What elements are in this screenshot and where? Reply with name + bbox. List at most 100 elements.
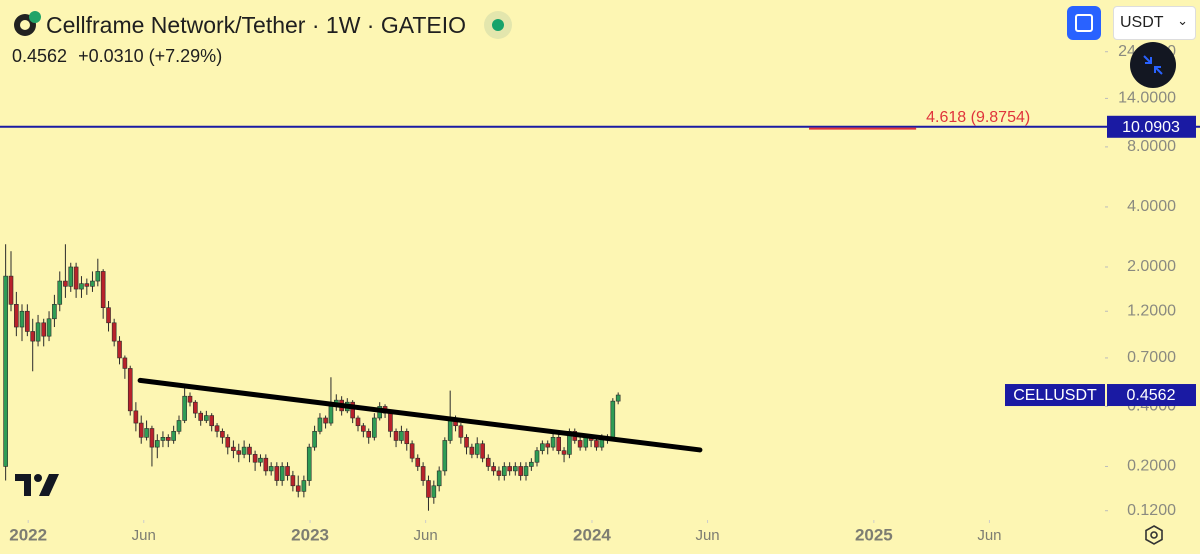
- candle-body: [149, 428, 155, 448]
- candle: [393, 428, 399, 448]
- candle-body: [545, 443, 551, 448]
- candle-body: [355, 417, 361, 427]
- candle-body: [561, 450, 567, 455]
- candle-body: [57, 280, 63, 305]
- candle-body: [35, 322, 41, 342]
- level-price-box: [1107, 115, 1196, 138]
- candle: [204, 410, 209, 424]
- candle-body: [458, 425, 464, 438]
- change: +0.0310 (+7.29%): [78, 46, 223, 66]
- fullscreen-button[interactable]: [1067, 6, 1101, 40]
- candle-body: [512, 466, 518, 472]
- y-tick-label: 1.2000: [1127, 302, 1176, 319]
- candle: [14, 291, 19, 337]
- candle: [231, 440, 236, 459]
- candle: [214, 423, 220, 438]
- price-box: [1107, 384, 1196, 407]
- x-tick-label: 2025: [855, 525, 893, 544]
- candle: [274, 462, 280, 486]
- candle-body: [3, 275, 8, 467]
- candle: [399, 425, 404, 444]
- collapse-icon: [1143, 55, 1163, 75]
- candle-body: [491, 466, 496, 472]
- candle-body: [90, 280, 95, 287]
- candle: [561, 447, 567, 463]
- x-tick-label: 2024: [573, 525, 611, 544]
- candle-body: [317, 417, 323, 432]
- y-tick-label: 4.0000: [1127, 198, 1176, 215]
- candle-body: [182, 395, 187, 421]
- candle: [111, 318, 117, 347]
- candle-body: [252, 454, 258, 463]
- x-tick-label: 2023: [291, 525, 329, 544]
- candle: [550, 431, 556, 451]
- candle-body: [122, 357, 128, 369]
- candle: [154, 434, 160, 459]
- candle: [117, 336, 122, 365]
- candle-body: [209, 415, 214, 427]
- candle: [458, 423, 464, 444]
- candle-body: [111, 322, 117, 342]
- candle-body: [328, 406, 334, 424]
- candle: [442, 437, 448, 476]
- candle: [540, 440, 545, 455]
- y-tick-label: 14.0000: [1118, 90, 1176, 107]
- candle: [187, 392, 193, 407]
- candle: [171, 425, 176, 444]
- candle-body: [409, 443, 415, 459]
- candle: [317, 413, 323, 435]
- collapse-button[interactable]: [1130, 42, 1176, 88]
- candle: [182, 383, 187, 424]
- candle-body: [610, 400, 616, 438]
- candle-body: [258, 457, 263, 463]
- candle: [8, 251, 14, 312]
- candle-body: [523, 466, 529, 476]
- currency-select[interactable]: USDT ⌄: [1113, 6, 1196, 40]
- candle-body: [534, 450, 540, 463]
- candle: [57, 271, 63, 312]
- candle: [95, 258, 101, 287]
- candle: [241, 440, 247, 459]
- candle-body: [583, 437, 589, 448]
- candle-body: [144, 428, 149, 438]
- candle-body: [447, 420, 453, 441]
- status-indicator: [484, 11, 513, 39]
- candle: [518, 462, 523, 481]
- candle: [225, 434, 231, 455]
- candle-body: [469, 446, 475, 455]
- candle-body: [323, 417, 328, 424]
- candle: [577, 437, 583, 451]
- candle-body: [550, 437, 556, 448]
- candle-body: [615, 394, 621, 402]
- candle-body: [204, 415, 209, 421]
- candle: [52, 294, 57, 328]
- candle-body: [231, 446, 236, 451]
- settings-button[interactable]: [1144, 525, 1164, 545]
- candle: [90, 271, 95, 292]
- candle-body: [79, 283, 84, 290]
- candle-body: [52, 304, 57, 320]
- candle-body: [46, 318, 52, 337]
- candle-body: [388, 412, 393, 432]
- candle-body: [399, 431, 404, 441]
- candle: [485, 454, 491, 471]
- candle-body: [442, 440, 448, 472]
- header: Cellframe Network/Tether · 1W · GATEIO: [12, 10, 513, 40]
- candle-body: [127, 368, 133, 412]
- candle: [415, 454, 421, 471]
- candle: [165, 434, 171, 448]
- candle-body: [138, 422, 144, 438]
- candle-body: [41, 322, 46, 337]
- title: Cellframe Network/Tether · 1W · GATEIO: [46, 11, 467, 38]
- candle: [41, 318, 46, 347]
- candle: [350, 400, 355, 424]
- candle-body: [133, 410, 139, 424]
- candle: [556, 434, 562, 455]
- candle: [512, 462, 518, 476]
- fib-label: 4.618 (9.8754): [926, 109, 1030, 126]
- candle-body: [372, 417, 377, 438]
- candle-body: [594, 440, 599, 448]
- candle-body: [268, 466, 274, 472]
- candle: [610, 398, 616, 441]
- candle: [133, 402, 139, 432]
